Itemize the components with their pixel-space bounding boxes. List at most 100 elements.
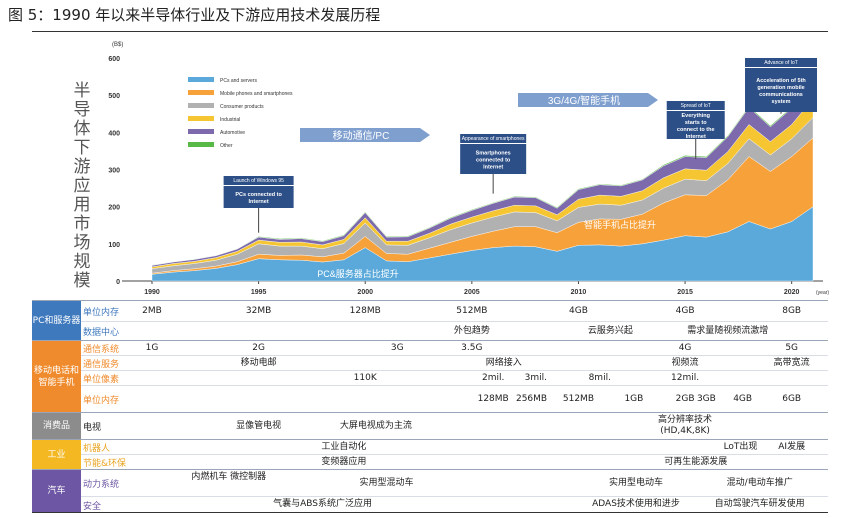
timeline-item: LoT出现 xyxy=(723,441,758,452)
legend-swatch-pcs xyxy=(188,77,214,82)
y-tick-label: 300 xyxy=(108,168,120,175)
timeline-item: 3.5G xyxy=(461,342,483,353)
timeline-group: 工业 机器人 工业自动化 LoT出现 AI发展 节能&环保 变频器应用 可再生能源发展 xyxy=(32,439,828,469)
y-axis-label: 半导体下游应用市场规模 xyxy=(73,81,91,291)
timeline-item: 4GB xyxy=(569,305,588,316)
timeline-item: 512MB xyxy=(562,393,594,404)
banner-3g4g-label: 3G/4G/智能手机 xyxy=(548,94,620,107)
timeline-row: 单位内存 2MB 32MB 128MB 512MB 4GB 4GB 8GB xyxy=(81,301,828,321)
timeline-row: 单位内存 128MB 256MB 512MB 1GB 2GB 3GB 4GB 6GB xyxy=(81,385,828,412)
callout-windows95-head-box xyxy=(223,176,294,185)
timeline-item: 需求量随视频流激增 xyxy=(687,325,769,336)
timeline-group: 移动电话和智能手机 通信系统 1G 2G 3G 3.5G 4G 5G 通信服务 移动电邮 网络接入 视… xyxy=(32,340,828,412)
timeline-item: 高带宽流 xyxy=(773,357,810,368)
callout-iot-advance-head-box xyxy=(745,58,818,67)
row-label: 机器人 xyxy=(83,444,111,454)
row-label: 单位像素 xyxy=(83,375,120,385)
timeline-row: 机器人 工业自动化 LoT出现 AI发展 xyxy=(81,440,828,455)
legend-swatch-mobile xyxy=(188,90,214,95)
callout-smartphones-body-line: Internet xyxy=(483,165,503,171)
callout-smartphones-body-line: connected to xyxy=(476,158,511,164)
timeline-item: 3G xyxy=(390,342,404,353)
banner-3g4g-shape xyxy=(518,93,658,107)
banner-mobile-pc-label: 移动通信/PC xyxy=(333,129,390,142)
callout-smartphones-body-box xyxy=(460,144,527,174)
timeline-item: 128MB xyxy=(477,393,509,404)
legend-label-mobile: Mobile phones and smartphones xyxy=(220,91,293,97)
timeline-item: 气囊与ABS系统广泛应用 xyxy=(273,499,373,509)
timeline-item: 4GB xyxy=(675,305,695,316)
timeline-item: 8GB xyxy=(782,305,802,316)
y-tick-label: 500 xyxy=(108,93,120,100)
callout-iot-advance-body-line: generation mobile xyxy=(757,85,804,91)
callout-iot-spread-body-line: Everything xyxy=(682,113,710,119)
callout-iot-spread-body-line: starts to xyxy=(685,120,707,126)
row-label: 安全 xyxy=(83,501,102,512)
timeline-item: 实用型混动车 xyxy=(359,477,414,488)
timeline-item: 混动/电动车推广 xyxy=(726,477,793,488)
legend-swatch-automotive xyxy=(188,129,214,134)
legend-label-industrial: Industrial xyxy=(220,117,240,123)
timeline-item: 4G xyxy=(678,342,692,353)
timeline-row: 节能&环保 变频器应用 可再生能源发展 xyxy=(81,454,828,469)
callout-iot-spread-head: Spread of IoT xyxy=(681,103,711,109)
timeline-item: 工业自动化 xyxy=(321,441,367,452)
timeline-item: ADAS技术使用和进步 xyxy=(592,499,680,509)
timeline-item: 3GB xyxy=(696,393,716,404)
area-label-smartphone-share: 智能手机占比提升 xyxy=(584,219,656,230)
timeline-row: 通信服务 移动电邮 网络接入 视频流 高带宽流 xyxy=(81,355,828,370)
timeline-item: 视频流 xyxy=(671,357,699,368)
timeline-item: 网络接入 xyxy=(485,357,522,368)
title-rule xyxy=(32,31,828,32)
legend-swatch-industrial xyxy=(188,116,214,121)
timeline-item: 512MB xyxy=(456,305,488,316)
callout-iot-spread-body-line: Internet xyxy=(686,134,706,140)
timeline-item: 自动驾驶汽车研发使用 xyxy=(714,499,805,509)
callout-windows95-body-line: Internet xyxy=(249,199,269,205)
timeline-item: 1G xyxy=(145,342,159,353)
timeline-row: 通信系统 1G 2G 3G 3.5G 4G 5G xyxy=(81,341,828,356)
callout-smartphones-body-line: Smartphones xyxy=(476,151,511,157)
x-tick-label: 2010 xyxy=(571,289,587,296)
timeline-item: AI发展 xyxy=(778,441,806,452)
timeline-item: 2G xyxy=(252,342,265,353)
timeline-item: 2MB xyxy=(142,305,162,316)
timeline-item: 移动电邮 xyxy=(240,357,277,368)
timeline-item: 可再生能源发展 xyxy=(664,456,728,467)
callout-iot-spread-head-box xyxy=(666,101,725,110)
x-unit-label: (year) xyxy=(816,290,829,296)
y-tick-label: 100 xyxy=(108,242,120,249)
timeline-item: 实用型电动车 xyxy=(609,477,664,488)
timeline-item: 3mil. xyxy=(524,372,547,383)
timeline-row: 动力系统 内燃机车 微控制器 实用型混动车 实用型电动车 混动/电动车推广 xyxy=(81,470,828,496)
timeline-item: 32MB xyxy=(245,305,272,316)
group-name: 消费品 xyxy=(32,413,81,439)
legend-label-automotive: Automotive xyxy=(220,130,245,136)
timeline-item: 2GB xyxy=(675,393,695,404)
row-label: 单位内存 xyxy=(83,396,120,406)
row-label: 通信服务 xyxy=(83,360,120,370)
y-tick-label: 600 xyxy=(108,56,120,63)
callout-windows95-body-line: PCs connected to xyxy=(235,192,282,198)
callout-windows95-body-box xyxy=(223,186,294,208)
callout-iot-advance-body-box xyxy=(745,68,818,112)
x-tick-label: 2005 xyxy=(464,289,480,296)
timeline-row: 数据中心 外包趋势 云服务兴起 需求量随视频流激增 xyxy=(81,321,828,340)
timeline-item: 256MB xyxy=(515,393,548,404)
x-tick-label: 2000 xyxy=(357,289,373,296)
row-label: 节能&环保 xyxy=(83,459,127,469)
x-tick-label: 1995 xyxy=(251,289,267,296)
timeline-item: 显像管电视 xyxy=(236,420,282,431)
timeline-item: 4GB xyxy=(733,393,753,404)
legend-label-pcs: PCs and servers xyxy=(220,78,257,84)
timeline-item: 128MB xyxy=(349,305,381,316)
timeline-item: 高分辨率技术 (HD,4K,8K) xyxy=(658,415,713,436)
timeline-item: 2mil. xyxy=(481,372,505,383)
x-tick-label: 2015 xyxy=(677,289,693,296)
timeline-item: 变频器应用 xyxy=(321,456,367,467)
group-name: 移动电话和智能手机 xyxy=(32,341,81,412)
timeline-group: PC和服务器 单位内存 2MB 32MB 128MB 512MB 4GB 4GB 8GB 数据中心… xyxy=(32,300,828,340)
y-unit-label: (B$) xyxy=(112,42,123,48)
callout-iot-spread-body-box xyxy=(666,111,725,139)
legend-swatch-consumer xyxy=(188,103,214,108)
